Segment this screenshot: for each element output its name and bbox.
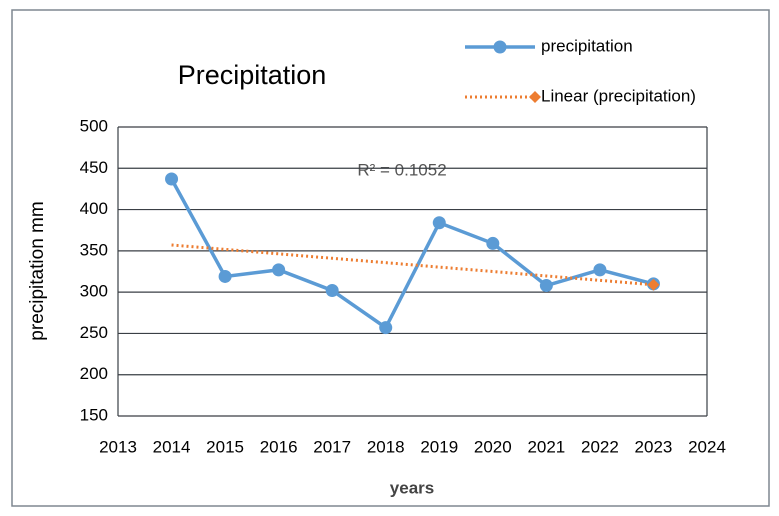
legend-label: Linear (precipitation) — [541, 86, 696, 105]
y-tick-label: 500 — [80, 116, 108, 135]
data-point — [539, 279, 553, 293]
x-tick-label: 2021 — [527, 437, 565, 456]
y-axis-label: precipitation mm — [27, 201, 48, 340]
x-tick-label: 2020 — [474, 437, 512, 456]
x-tick-label: 2018 — [367, 437, 405, 456]
data-point — [272, 263, 286, 277]
annotation: R² = 0.1052 — [357, 160, 446, 179]
x-tick-label: 2015 — [206, 437, 244, 456]
legend-marker — [529, 91, 541, 103]
trend-line — [171, 243, 654, 287]
x-tick-label: 2019 — [420, 437, 458, 456]
y-tick-label: 400 — [80, 199, 108, 218]
y-tick-label: 300 — [80, 282, 108, 301]
x-tick-label: 2017 — [313, 437, 351, 456]
data-point — [325, 283, 339, 297]
data-point — [165, 172, 179, 186]
chart-border — [11, 9, 770, 507]
y-tick-label: 350 — [80, 240, 108, 259]
legend-label: precipitation — [541, 36, 633, 55]
x-axis-label: years — [390, 478, 434, 497]
y-tick-label: 200 — [80, 364, 108, 383]
data-point — [593, 263, 607, 277]
x-tick-label: 2014 — [153, 437, 191, 456]
data-point — [218, 269, 232, 283]
x-tick-label: 2022 — [581, 437, 619, 456]
data-point — [379, 321, 393, 335]
series-line — [169, 177, 656, 331]
data-point — [486, 236, 500, 250]
y-tick-label: 450 — [80, 158, 108, 177]
legend-marker — [493, 40, 507, 54]
y-tick-label: 250 — [80, 323, 108, 342]
x-tick-label: 2024 — [688, 437, 726, 456]
chart-title: Precipitation — [178, 60, 327, 90]
x-tick-label: 2016 — [260, 437, 298, 456]
x-tick-label: 2023 — [635, 437, 673, 456]
data-point — [432, 216, 446, 230]
x-tick-label: 2013 — [99, 437, 137, 456]
trend-marker — [647, 278, 660, 291]
y-tick-label: 150 — [80, 405, 108, 424]
